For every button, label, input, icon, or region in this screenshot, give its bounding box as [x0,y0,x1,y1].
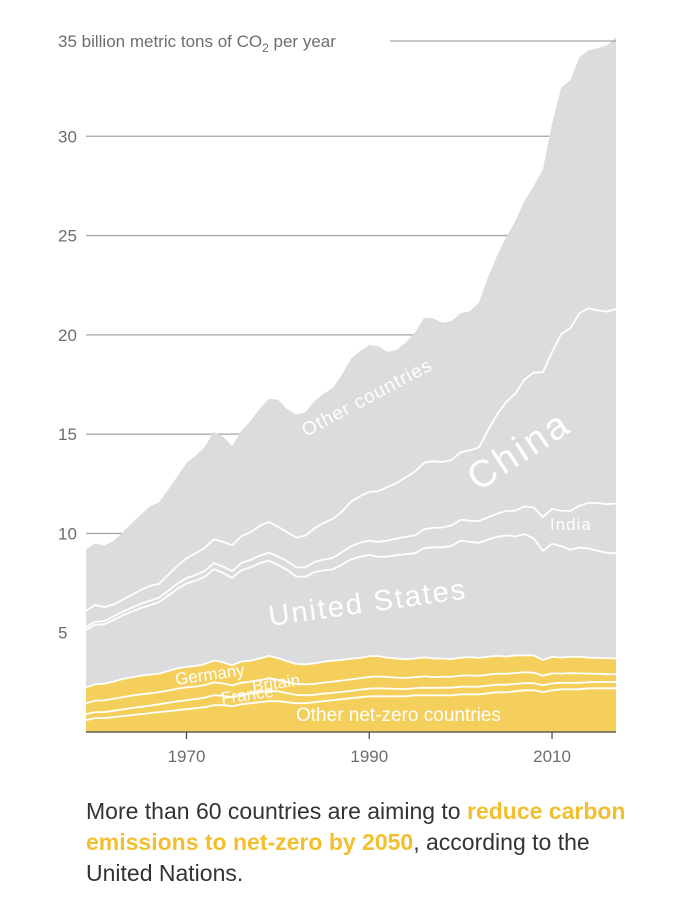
y-tick-label-30: 30 [58,127,77,146]
area-china [86,308,616,627]
stacked-areas [86,37,616,732]
y-axis-ticks: 30 25 20 15 10 5 [58,127,77,642]
y-tick-label-25: 25 [58,227,77,246]
label-india: India [550,515,592,534]
boundary-other-net-zero-countries [85,687,616,721]
y-axis-unit-subscript: 2 [262,41,269,55]
y-axis-top-label: 35 billion metric tons of CO2 per year [58,32,336,55]
label-other-net-zero: Other net-zero countries [296,705,501,726]
x-tick-label-2010: 2010 [533,747,571,766]
boundary-france [85,681,616,715]
x-tick-label-1990: 1990 [350,747,388,766]
x-axis-ticks: 1970 1990 2010 [168,732,571,766]
caption-text-end: , according to the United Nations. [86,829,590,886]
area-britain [86,672,616,715]
boundary-britain [85,671,617,705]
area-united-states [86,534,616,688]
y-tick-label-20: 20 [58,326,77,345]
y-tick-label-5: 5 [58,624,67,643]
chart-caption: More than 60 countries are aiming to red… [86,796,646,889]
area-other-countries [86,37,616,611]
boundary-china [85,307,617,612]
emissions-chart: 30 25 20 15 10 5 1970 1990 2010 35 billion metr… [58,32,617,766]
y-axis-top-value: 35 [58,32,77,51]
y-tick-label-10: 10 [58,524,77,543]
caption-text-start: More than 60 countries are aiming to [86,798,467,824]
y-tick-label-15: 15 [58,425,77,444]
series-boundary-lines [85,307,617,733]
y-axis-unit-suffix: per year [269,32,336,51]
area-india [86,502,616,630]
area-other-net-zero-countries [86,688,616,732]
area-france [86,682,616,721]
boundary-germany [85,654,617,689]
y-axis-unit-prefix: billion metric tons of CO [77,32,262,51]
boundary-united-states [85,533,617,631]
boundary-india [85,501,617,628]
x-tick-label-1970: 1970 [168,747,206,766]
caption-highlight: reduce carbon emissions to net-zero by 2… [86,798,626,855]
